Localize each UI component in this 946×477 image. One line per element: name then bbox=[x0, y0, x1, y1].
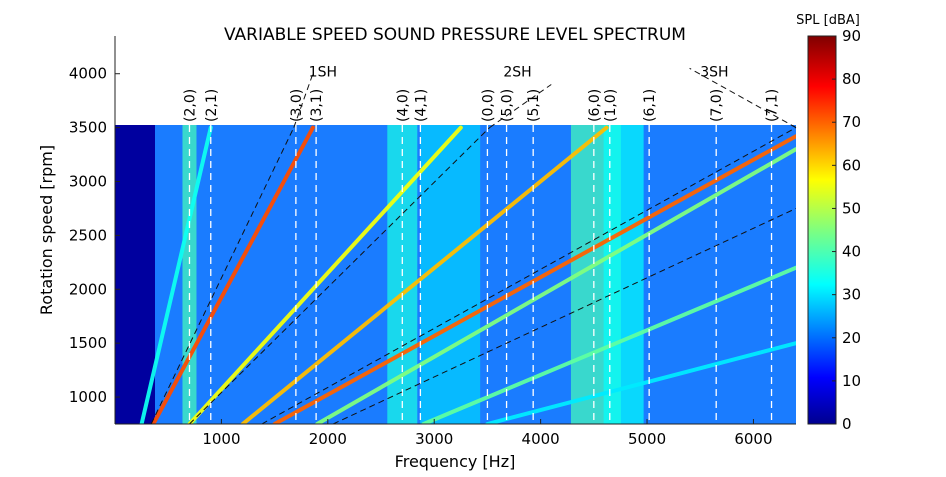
x-tick-label-5: 6000 bbox=[734, 430, 772, 448]
mode-labels: (2,0) (2,1) (3,0) (3,1) (4,0) (4,1) (0,0) (5,0)… bbox=[182, 89, 780, 122]
y-tick-label-0: 1000 bbox=[69, 388, 107, 406]
mode-label-1: (2,1) bbox=[204, 89, 220, 122]
y-tick-label-6: 4000 bbox=[69, 65, 107, 83]
order-line-1 bbox=[187, 125, 463, 424]
order-line-6 bbox=[485, 341, 796, 424]
mode-label-2: (3,0) bbox=[289, 89, 305, 122]
y-axis-label: Rotation speed [rpm] bbox=[37, 145, 56, 315]
colorbar-tick-label-4: 40 bbox=[842, 243, 861, 261]
mode-label-6: (0,0) bbox=[480, 89, 496, 122]
order-line-4 bbox=[315, 147, 796, 424]
harmonic-label-0: 1SH bbox=[309, 65, 337, 81]
mode-dashed-lines bbox=[188, 125, 773, 424]
low-frequency-band bbox=[115, 125, 155, 424]
x-tick-label-1: 2000 bbox=[309, 430, 347, 448]
order-line-2 bbox=[240, 125, 609, 424]
chart-title: VARIABLE SPEED SOUND PRESSURE LEVEL SPEC… bbox=[224, 25, 686, 45]
mode-label-13: (7,1) bbox=[765, 89, 781, 122]
mode-label-10: (1,0) bbox=[603, 89, 619, 122]
harmonic-line-3 bbox=[332, 207, 796, 424]
colorbar-tick-label-9: 90 bbox=[842, 27, 861, 45]
colorbar-tick-label-8: 80 bbox=[842, 70, 861, 88]
colorbar-tick-label-5: 50 bbox=[842, 199, 861, 217]
y-tick-label-2: 2000 bbox=[69, 280, 107, 298]
harmonic-extension-2 bbox=[689, 67, 797, 129]
colorbar: SPL [dBA] 0 10 20 30 40 50 60 70 80 90 bbox=[796, 13, 861, 433]
order-lines bbox=[139, 125, 796, 424]
colorbar-tick-label-1: 10 bbox=[842, 372, 861, 390]
mode-label-12: (7,0) bbox=[709, 89, 725, 122]
x-axis-ticks: 1000 2000 3000 4000 5000 6000 bbox=[202, 419, 773, 448]
x-tick-label-3: 4000 bbox=[522, 430, 560, 448]
mode-label-8: (5,1) bbox=[526, 89, 542, 122]
mode-band-2 bbox=[420, 125, 481, 424]
harmonic-labels: 1SH 2SH 3SH bbox=[309, 65, 729, 81]
y-tick-label-4: 3000 bbox=[69, 173, 107, 191]
colorbar-tick-label-0: 0 bbox=[842, 415, 852, 433]
mode-label-7: (5,0) bbox=[500, 89, 516, 122]
y-tick-label-5: 3500 bbox=[69, 119, 107, 137]
mode-label-0: (2,0) bbox=[182, 89, 198, 122]
y-tick-label-3: 2500 bbox=[69, 226, 107, 244]
harmonic-line-0 bbox=[150, 127, 295, 424]
x-tick-label-2: 3000 bbox=[415, 430, 453, 448]
harmonic-line-2 bbox=[261, 127, 796, 424]
mode-label-4: (4,0) bbox=[395, 89, 411, 122]
colorbar-tick-label-2: 20 bbox=[842, 329, 861, 347]
colorbar-ticks: 0 10 20 30 40 50 60 70 80 90 bbox=[832, 27, 861, 433]
colorbar-tick-label-6: 60 bbox=[842, 156, 861, 174]
harmonic-line-1 bbox=[189, 127, 490, 424]
heatmap-area bbox=[115, 125, 796, 424]
x-tick-label-4: 5000 bbox=[628, 430, 666, 448]
harmonic-label-2: 3SH bbox=[700, 65, 728, 81]
colorbar-tick-label-7: 70 bbox=[842, 113, 861, 131]
colorbar-tick-label-3: 30 bbox=[842, 286, 861, 304]
order-line-0 bbox=[151, 125, 315, 424]
order-line-3 bbox=[272, 134, 796, 424]
harmonic-dashed-lines bbox=[150, 125, 796, 424]
mode-label-11: (6,1) bbox=[642, 89, 658, 122]
harmonic-extension-1 bbox=[489, 84, 552, 129]
x-tick-label-0: 1000 bbox=[202, 430, 240, 448]
colorbar-label: SPL [dBA] bbox=[796, 13, 860, 28]
mode-label-9: (6,0) bbox=[587, 89, 603, 122]
y-axis-ticks: 1000 1500 2000 2500 3000 3500 4000 bbox=[69, 65, 120, 406]
y-tick-label-1: 1500 bbox=[69, 334, 107, 352]
colorbar-gradient bbox=[807, 35, 837, 425]
x-axis-label: Frequency [Hz] bbox=[395, 452, 516, 471]
harmonic-lines-upper bbox=[293, 67, 797, 129]
harmonic-label-1: 2SH bbox=[503, 65, 531, 81]
mode-label-3: (3,1) bbox=[309, 89, 325, 122]
mode-label-5: (4,1) bbox=[413, 89, 429, 122]
order-line-7 bbox=[139, 125, 213, 424]
mode-bands bbox=[182, 125, 644, 424]
